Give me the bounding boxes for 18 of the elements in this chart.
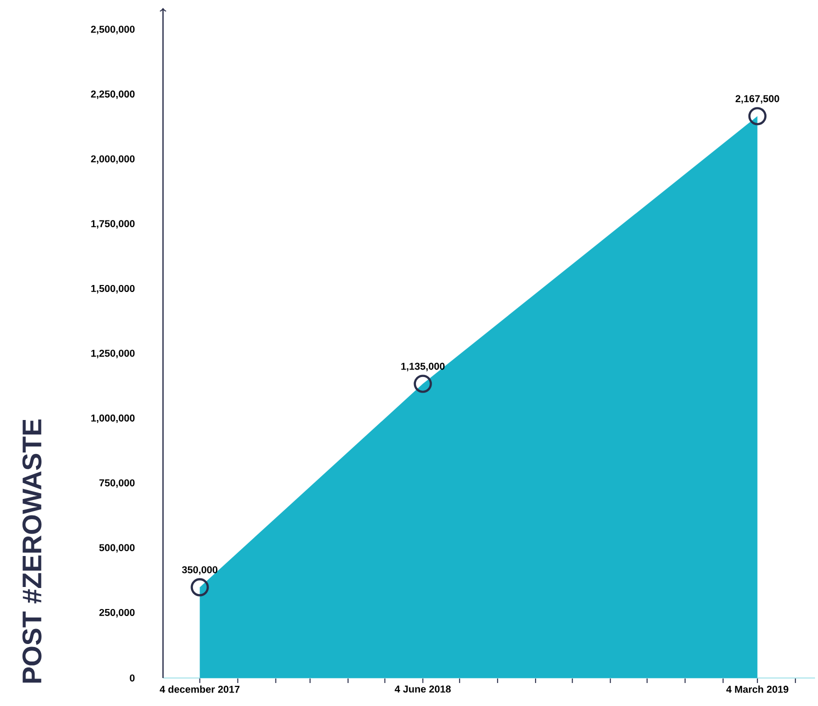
data-label: 2,167,500 xyxy=(736,95,780,104)
data-label: 350,000 xyxy=(182,566,218,575)
y-tick-label: 750,000 xyxy=(99,479,135,488)
data-label: 1,135,000 xyxy=(401,362,445,372)
y-tick-label: 2,250,000 xyxy=(91,90,135,100)
y-tick-label: 1,000,000 xyxy=(91,414,135,424)
y-axis-title: POST #ZEROWASTE xyxy=(22,419,42,683)
x-tick-label: 4 March 2019 xyxy=(726,686,788,693)
y-tick-label: 1,250,000 xyxy=(91,350,135,358)
y-tick-label: 2,500,000 xyxy=(91,26,135,34)
x-tick-label: 4 december 2017 xyxy=(160,686,240,693)
y-tick-label: 1,500,000 xyxy=(91,284,135,294)
y-tick-label: 1,750,000 xyxy=(91,220,135,229)
x-tick-label: 4 June 2018 xyxy=(394,686,451,693)
y-tick-label: 2,000,000 xyxy=(91,155,135,164)
y-tick-label: 250,000 xyxy=(99,608,135,618)
y-tick-label: 500,000 xyxy=(99,544,135,553)
y-tick-label: 0 xyxy=(130,674,135,682)
